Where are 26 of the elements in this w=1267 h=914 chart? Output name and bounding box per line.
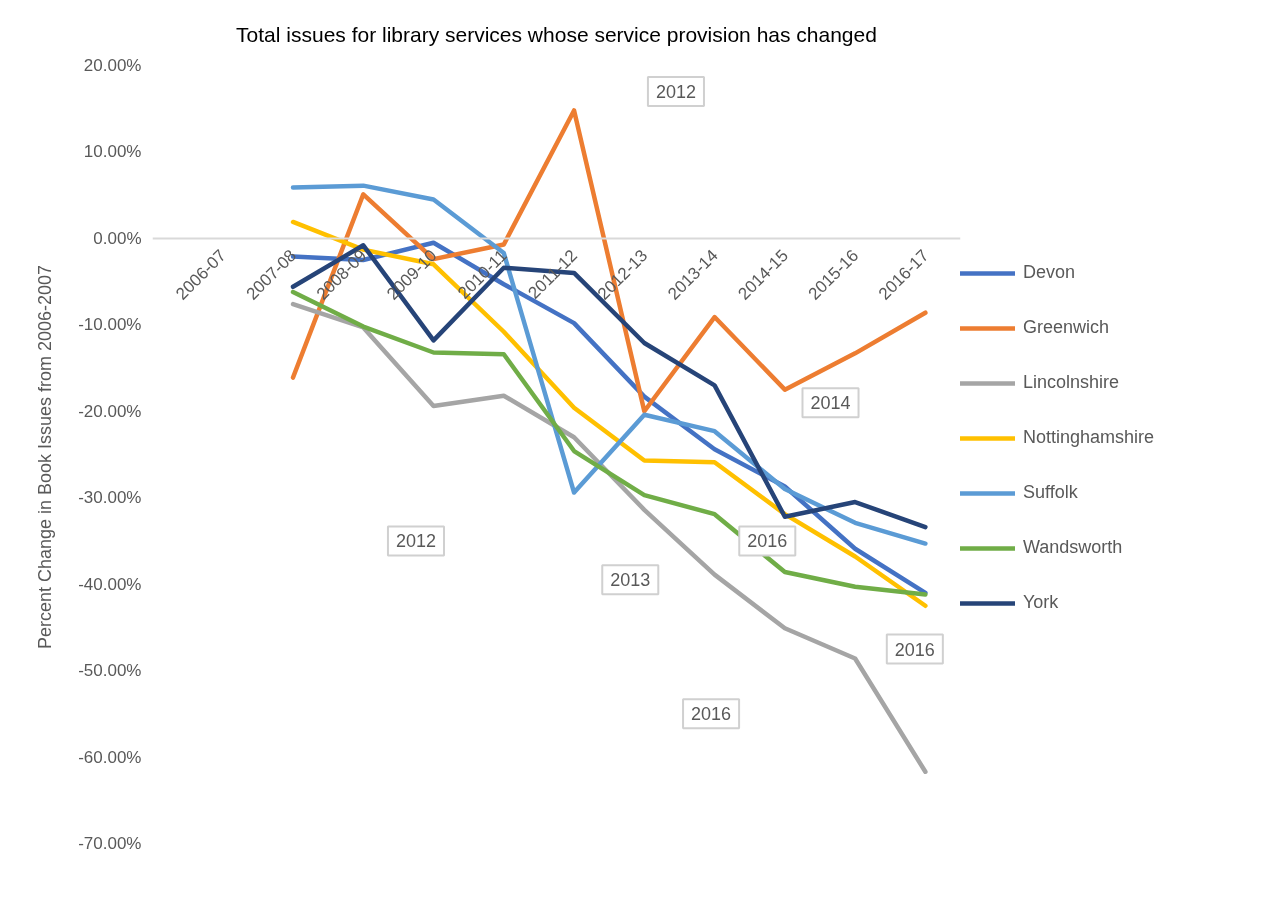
annotation: 2014 (810, 393, 851, 414)
y-tick-label: -60.00% (78, 747, 142, 767)
y-tick-label: -30.00% (78, 488, 142, 508)
legend-label: Devon (1023, 262, 1076, 283)
y-tick-label: -20.00% (78, 401, 142, 421)
legend-label: Wandsworth (1023, 537, 1123, 558)
legend-label: York (1023, 592, 1059, 613)
annotation: 2016 (691, 704, 732, 725)
y-tick-label: -10.00% (78, 315, 142, 335)
y-tick-label: -40.00% (78, 574, 142, 594)
y-tick-label: -70.00% (78, 834, 142, 853)
annotation: 2013 (610, 570, 651, 591)
annotation: 2016 (894, 639, 935, 660)
legend-label: Suffolk (1023, 482, 1078, 503)
annotation: 2012 (395, 531, 436, 552)
y-tick-label: 20.00% (83, 56, 142, 75)
y-axis-title: Percent Change in Book Issues from 2006-2007 (35, 264, 56, 650)
legend-label: Greenwich (1023, 317, 1110, 338)
y-tick-label: -50.00% (78, 661, 142, 681)
legend-label: Lincolnshire (1023, 372, 1120, 393)
annotation: 2016 (747, 531, 788, 552)
y-tick-label: 10.00% (83, 142, 142, 162)
annotation: 2012 (655, 81, 696, 102)
chart-title: Total issues for library services whose service provision has changed (236, 22, 877, 46)
y-tick-label: 0.00% (93, 228, 142, 248)
legend-label: Nottinghamshire (1023, 427, 1155, 448)
